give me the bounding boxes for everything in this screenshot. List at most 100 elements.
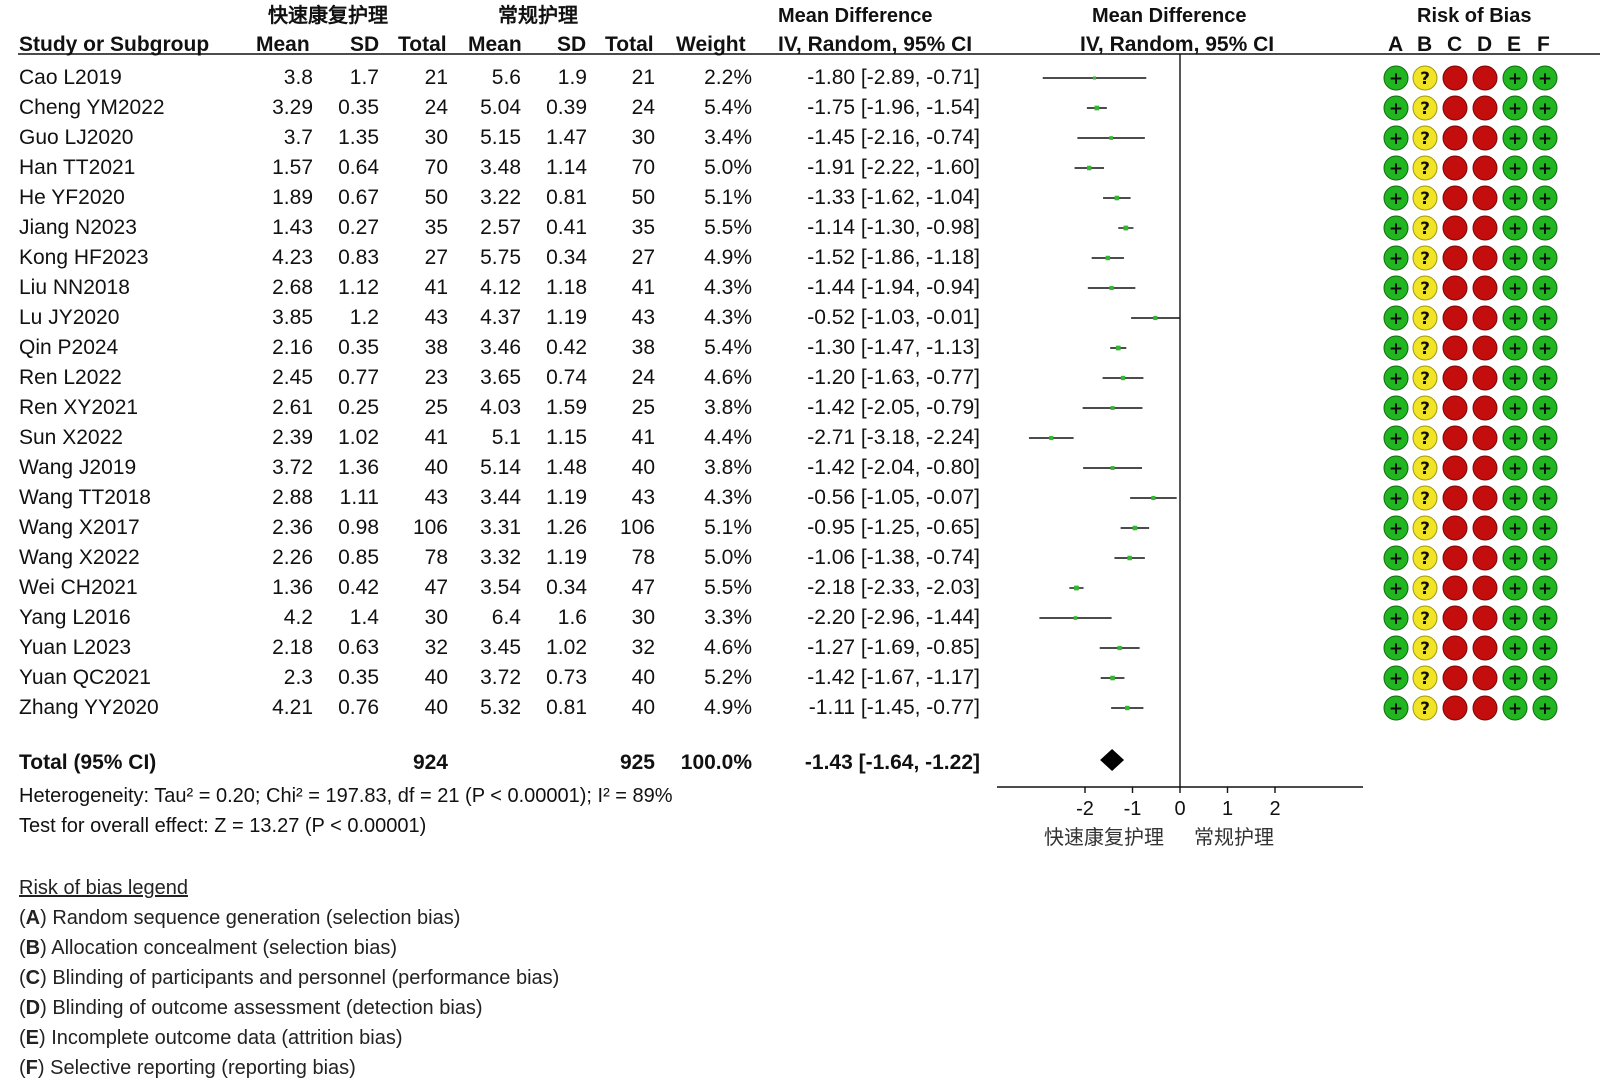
rob-symbol: + bbox=[1508, 549, 1522, 569]
rob-circle bbox=[1472, 335, 1498, 361]
rob-circle bbox=[1472, 65, 1498, 91]
exp-total: 43 bbox=[424, 306, 448, 329]
x-tick-label: -1 bbox=[1124, 798, 1142, 820]
rob-circle bbox=[1383, 395, 1409, 421]
weight: 5.1% bbox=[704, 186, 752, 209]
study-point bbox=[1110, 675, 1115, 681]
rob-symbol: + bbox=[1538, 669, 1552, 689]
table-row: Cheng YM2022 3.29 0.35 24 5.04 0.39 24 5.4% -1.7… bbox=[0, 96, 1000, 124]
table-row: Wang X2022 2.26 0.85 78 3.32 1.19 78 5.0% -1.06 … bbox=[0, 546, 1000, 574]
rob-symbol: + bbox=[1508, 399, 1522, 419]
rob-circle bbox=[1472, 455, 1498, 481]
exp-mean: 2.88 bbox=[272, 486, 313, 509]
rob-symbol: ? bbox=[1420, 399, 1430, 419]
table-row: Yuan L2023 2.18 0.63 32 3.45 1.02 32 4.6% -1.27 … bbox=[0, 636, 1000, 664]
rob-circle bbox=[1532, 695, 1558, 721]
study-name: Yang L2016 bbox=[19, 606, 131, 629]
rob-circle bbox=[1412, 185, 1438, 211]
exp-sd: 0.64 bbox=[338, 156, 379, 179]
rob-legend-key: F bbox=[25, 1057, 38, 1079]
rob-circle bbox=[1412, 605, 1438, 631]
rob-symbol: ? bbox=[1420, 339, 1430, 359]
rob-circle bbox=[1383, 65, 1409, 91]
rob-circle bbox=[1442, 665, 1468, 691]
ctl-total: 40 bbox=[631, 666, 655, 689]
weight: 5.4% bbox=[704, 336, 752, 359]
rob-legend-key: A bbox=[25, 907, 41, 929]
rob-circle bbox=[1412, 545, 1438, 571]
rob-circle bbox=[1502, 575, 1528, 601]
ctl-sd: 1.6 bbox=[557, 606, 587, 629]
rob-circle bbox=[1383, 365, 1409, 391]
rob-symbol: + bbox=[1508, 609, 1522, 629]
ctl-total: 24 bbox=[631, 366, 655, 389]
rob-legend-text: Incomplete outcome data (attrition bias) bbox=[51, 1027, 403, 1049]
ctl-mean: 6.4 bbox=[491, 606, 521, 629]
ctl-total: 30 bbox=[631, 606, 655, 629]
rob-symbol: + bbox=[1508, 279, 1522, 299]
rob-circle bbox=[1412, 665, 1438, 691]
md-ci-text: -1.44 [-1.94, -0.94] bbox=[807, 276, 980, 299]
rob-circle bbox=[1412, 155, 1438, 181]
study-point bbox=[1105, 255, 1111, 261]
rob-symbol: + bbox=[1389, 309, 1403, 329]
rob-circle bbox=[1383, 215, 1409, 241]
weight: 3.8% bbox=[704, 396, 752, 419]
ctl-sd: 0.34 bbox=[546, 576, 587, 599]
pooled-diamond bbox=[1100, 749, 1125, 771]
rob-symbol: + bbox=[1508, 669, 1522, 689]
rob-symbol: ? bbox=[1420, 699, 1430, 719]
rob-circle bbox=[1442, 575, 1468, 601]
rob-symbol: ? bbox=[1420, 519, 1430, 539]
exp-total: 43 bbox=[424, 486, 448, 509]
rob-circle bbox=[1383, 635, 1409, 661]
exp-sd: 0.35 bbox=[338, 666, 379, 689]
study-point bbox=[1114, 195, 1120, 201]
rob-symbol: + bbox=[1389, 159, 1403, 179]
rob-circle bbox=[1412, 455, 1438, 481]
md-ci-text: -1.45 [-2.16, -0.74] bbox=[807, 126, 980, 149]
ctl-mean: 3.31 bbox=[480, 516, 521, 539]
rob-layer: +? + + +? + + +? + + +? + + +? + + +? + + +? + + +? + + +? + + +? + +… bbox=[1383, 65, 1558, 721]
rob-symbol: + bbox=[1389, 429, 1403, 449]
rob-symbol: ? bbox=[1420, 669, 1430, 689]
exp-total: 41 bbox=[424, 276, 448, 299]
ctl-total: 32 bbox=[631, 636, 655, 659]
rob-circle bbox=[1532, 575, 1558, 601]
favours-right-label: 常规护理 bbox=[1194, 825, 1274, 849]
ctl-total: 27 bbox=[631, 246, 655, 269]
exp-sd: 0.67 bbox=[338, 186, 379, 209]
rob-legend-text: Blinding of participants and personnel (… bbox=[52, 967, 560, 989]
study-point bbox=[1087, 165, 1092, 171]
md-ci-text: -1.06 [-1.38, -0.74] bbox=[807, 546, 980, 569]
ctl-total: 38 bbox=[631, 336, 655, 359]
md-ci-text: -1.30 [-1.47, -1.13] bbox=[807, 336, 980, 359]
rob-circle bbox=[1442, 245, 1468, 271]
rob-symbol: + bbox=[1508, 309, 1522, 329]
rob-symbol: + bbox=[1538, 129, 1552, 149]
rob-legend-title: Risk of bias legend bbox=[19, 877, 188, 899]
rob-circle bbox=[1442, 485, 1468, 511]
rob-circle bbox=[1412, 125, 1438, 151]
rob-circle bbox=[1412, 95, 1438, 121]
study-point bbox=[1125, 705, 1130, 711]
rob-symbol: + bbox=[1389, 609, 1403, 629]
rob-col-b: B bbox=[1417, 33, 1433, 56]
weight: 4.3% bbox=[704, 306, 752, 329]
rob-circle bbox=[1532, 245, 1558, 271]
rob-symbol: + bbox=[1538, 69, 1552, 89]
ctl-sd: 0.41 bbox=[546, 216, 587, 239]
col-exp-total: Total bbox=[398, 33, 447, 56]
exp-sd: 0.35 bbox=[338, 96, 379, 119]
rob-circle bbox=[1502, 545, 1528, 571]
md-ci-text: -0.52 [-1.03, -0.01] bbox=[807, 306, 980, 329]
rob-symbol: + bbox=[1538, 459, 1552, 479]
rob-circle bbox=[1442, 515, 1468, 541]
exp-total: 40 bbox=[424, 696, 448, 719]
rob-circle bbox=[1532, 665, 1558, 691]
study-point bbox=[1127, 555, 1132, 561]
rob-circle bbox=[1532, 305, 1558, 331]
rob-legend-key: D bbox=[25, 997, 41, 1019]
ctl-sd: 0.81 bbox=[546, 696, 587, 719]
